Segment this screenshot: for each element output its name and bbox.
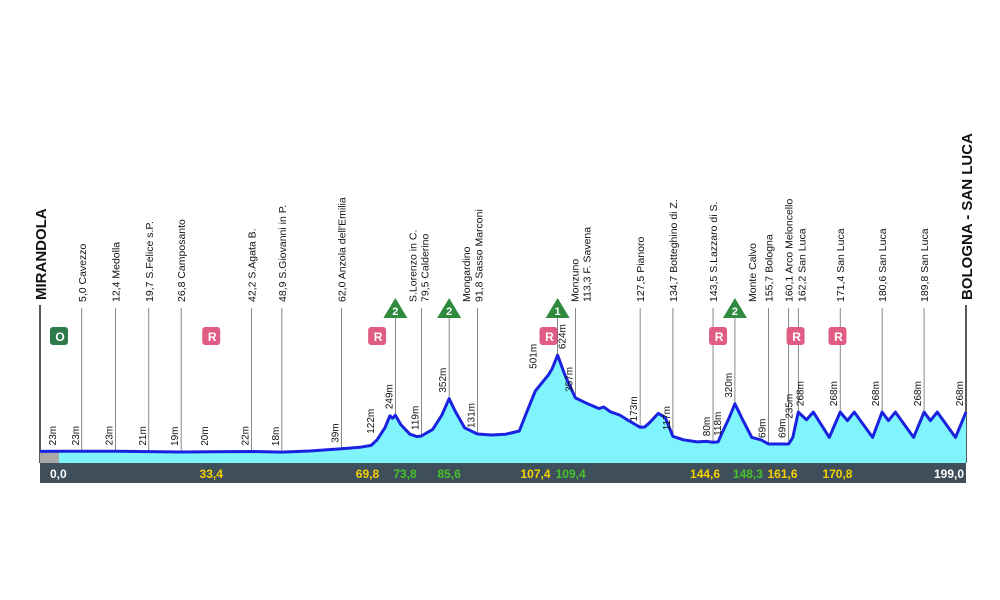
town-label: 180,6 San Luca: [877, 228, 889, 302]
elevation-label: 20m: [200, 426, 211, 445]
elevation-label: 39m: [331, 423, 342, 442]
sprint-icon: [368, 327, 387, 345]
town-label: 48,9 S.Giovanni in P.: [277, 205, 289, 302]
elevation-label: 268m: [795, 381, 806, 406]
town-label: Mongardino: [461, 246, 473, 302]
town-label: 143,5 S.Lazzaro di S.: [708, 202, 720, 302]
km-axis-label: 107,4: [520, 467, 550, 481]
town-label: 127,5 Pianoro: [635, 236, 647, 302]
km-axis-label: 170,8: [822, 467, 852, 481]
elevation-label: 122m: [366, 409, 377, 434]
climb-category-label: 1: [555, 306, 561, 318]
elevation-label: 119m: [410, 406, 421, 430]
town-label: 91,8 Sasso Marconi: [473, 209, 485, 302]
elevation-label: 23m: [105, 426, 116, 445]
elevation-label: 19m: [170, 427, 181, 446]
elevation-label: 117m: [662, 406, 673, 430]
elevation-label: 352m: [438, 368, 449, 393]
climb-category-icon: [722, 298, 747, 318]
town-labels: 5,0 Cavezzo 12,4 Medolla 19,7 S.Felice s.P…: [77, 197, 931, 302]
km-axis-label: 73,8: [393, 467, 417, 481]
elevation-label: 21m: [138, 426, 149, 445]
sprint-icon-label: R: [715, 330, 724, 344]
climb-category-label: 2: [392, 306, 398, 318]
town-label: S.Lorenzo in C.: [407, 230, 419, 302]
km-axis-bar: 0,0 33,4 69,8 73,8 85,6 107,4 109,4 144,6 148,3 1…: [40, 463, 966, 483]
sprint-icon-label: R: [834, 330, 843, 344]
elevation-label: 131m: [466, 403, 477, 428]
start-town-label: MIRANDOLA: [33, 208, 50, 300]
km-axis-label: 69,8: [356, 467, 380, 481]
profile-fill: [59, 355, 966, 463]
finish-town-label: BOLOGNA - SAN LUCA: [959, 133, 976, 300]
sprint-icon-label: R: [208, 330, 217, 344]
climb-category-label: 2: [446, 306, 452, 318]
profile-area: [39, 353, 968, 463]
elevation-label: 23m: [48, 426, 59, 445]
km-axis-label: 33,4: [200, 467, 224, 481]
elevation-label: 69m: [778, 419, 789, 438]
elevation-label: 357m: [564, 367, 575, 392]
elevation-label: 18m: [271, 427, 282, 446]
km-axis-label: 85,6: [437, 467, 461, 481]
town-label: 19,7 S.Felice s.P.: [144, 221, 156, 302]
sprint-icon: [828, 327, 847, 345]
town-label: Monte Calvo: [747, 243, 759, 302]
sprint-icon-label: R: [374, 330, 383, 344]
town-label: 113,3 F. Savena: [581, 227, 593, 302]
elevation-label: 268m: [829, 381, 840, 406]
elevation-label: 23m: [71, 426, 82, 445]
sprint-icon: [202, 327, 221, 345]
elevation-label: 501m: [529, 344, 540, 369]
elevation-label: 320m: [724, 373, 735, 398]
climb-category-icon: [545, 298, 570, 318]
elevation-label: 69m: [758, 419, 769, 438]
town-label: 162,2 San Luca: [796, 228, 808, 302]
town-label: 79,5 Calderino: [419, 234, 431, 302]
sprint-icon: [709, 327, 728, 345]
town-label: 5,0 Cavezzo: [77, 243, 89, 302]
town-label: 171,4 San Luca: [835, 228, 847, 302]
elevation-label: 173m: [629, 396, 640, 421]
elevation-label: 624m: [558, 324, 569, 349]
elevation-label: 118m: [713, 412, 724, 436]
town-label: 26,8 Camposanto: [176, 219, 188, 302]
climb-category-label: 2: [732, 306, 738, 318]
elevation-label: 80m: [702, 417, 713, 436]
axis-bar: [40, 463, 966, 483]
elevation-label: 268m: [955, 381, 966, 406]
km-axis-label: 144,6: [690, 467, 720, 481]
town-label: 189,8 San Luca: [919, 228, 931, 302]
town-label: 42,2 S.Agata B.: [246, 228, 258, 302]
climb-category-icon: [383, 298, 408, 318]
sprint-icon-label: R: [545, 330, 554, 344]
start-icon-label: O: [55, 330, 64, 344]
town-label: 134,7 Botteghino di Z.: [668, 199, 680, 302]
elevation-label: 235m: [785, 394, 796, 419]
km-axis-label: 109,4: [556, 467, 586, 481]
town-label: 12,4 Medolla: [111, 242, 123, 302]
climb-category-icon: [437, 298, 462, 318]
sprint-icon: [786, 327, 805, 345]
town-label: 62,0 Anzola dell'Emilia: [337, 197, 349, 302]
km-axis-label: 199,0: [934, 467, 964, 481]
sprint-icon-label: R: [792, 330, 801, 344]
town-label: 155,7 Bologna: [764, 234, 776, 302]
sprint-icon: [539, 327, 558, 345]
elevation-label: 268m: [913, 381, 924, 406]
town-label: 160,1 Arco Meloncello: [784, 199, 796, 302]
km-axis-label: 161,6: [768, 467, 798, 481]
km-axis-label: 0,0: [50, 467, 67, 481]
elevation-label: 22m: [240, 426, 251, 445]
start-icon: [50, 327, 68, 345]
elevation-label: 249m: [384, 384, 395, 409]
pre-start-block: [40, 451, 59, 463]
elevation-labels: 23m 23m 23m 21m 19m 20m 22m 18m 39m 122m 249m 119m 3…: [48, 324, 966, 446]
elevation-label: 268m: [871, 381, 882, 406]
town-label: Monzuno: [570, 259, 582, 302]
km-axis-label: 148,3: [733, 467, 763, 481]
profile-line: [39, 353, 968, 454]
